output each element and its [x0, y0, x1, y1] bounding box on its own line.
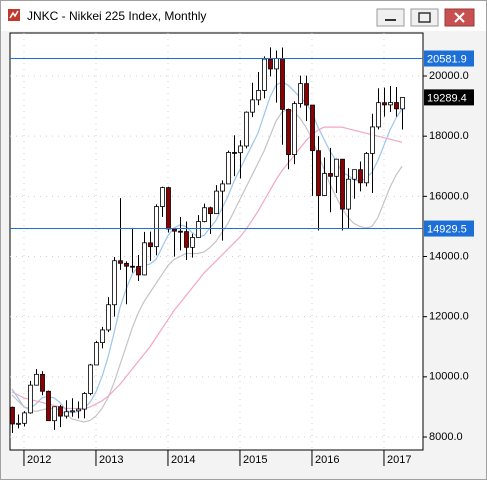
candle-body	[172, 228, 177, 232]
candle-body	[190, 237, 195, 248]
maximize-button[interactable]	[410, 8, 439, 27]
candle-body	[160, 187, 165, 207]
candle-body	[280, 58, 285, 110]
x-tick-label: 2012	[27, 454, 51, 466]
candle-body	[142, 242, 147, 276]
x-tick-label: 2014	[171, 454, 195, 466]
y-tick-label: 8000.0	[429, 431, 463, 443]
candle-body	[166, 187, 171, 230]
y-tick-label: 16000.0	[429, 190, 469, 202]
candle-body	[382, 102, 387, 106]
candle-body	[268, 58, 273, 70]
candle-body	[364, 153, 369, 184]
candle-body	[100, 329, 105, 344]
candle-body	[322, 173, 327, 196]
candle-body	[256, 90, 261, 101]
price-tag	[424, 50, 474, 67]
candle-body	[118, 260, 123, 264]
y-tick-label: 20000.0	[429, 70, 469, 82]
window-buttons[interactable]	[376, 8, 475, 27]
candle-body	[184, 231, 189, 248]
candle-body	[250, 99, 255, 113]
price-tag-label: 14929.5	[427, 223, 467, 235]
candle-body	[328, 173, 333, 177]
candle-body	[76, 408, 81, 412]
candle-body	[34, 373, 39, 386]
candle-body	[94, 342, 99, 366]
last-price-tag	[424, 89, 474, 106]
candle-body	[28, 384, 33, 414]
candle-body	[202, 207, 207, 222]
app-icon-glyph	[9, 10, 19, 19]
x-tick-label: 2013	[99, 454, 123, 466]
candle-body	[388, 102, 393, 106]
candle-body	[16, 422, 21, 425]
plot-layer: 8000.0 10000.0 12000.0 14000.0 16000.0 18000.…	[10, 33, 474, 466]
candle-body	[154, 206, 159, 248]
x-tick-label: 2015	[243, 454, 267, 466]
candle-body	[232, 152, 237, 154]
candle-body	[40, 373, 45, 392]
candle-body	[130, 265, 135, 268]
candle-body	[52, 406, 57, 422]
candle-body	[262, 58, 267, 91]
candle-body	[304, 83, 309, 106]
candle-body	[124, 262, 129, 267]
moving-average-line	[11, 108, 403, 423]
title-bar	[1, 1, 486, 31]
candle-body	[346, 178, 351, 210]
price-tag-label: 20581.9	[427, 53, 467, 65]
x-tick-label: 2016	[315, 454, 339, 466]
x-tick-label: 2017	[387, 454, 411, 466]
candle-body	[220, 183, 225, 192]
y-tick-label: 10000.0	[429, 371, 469, 383]
candle-body	[394, 102, 399, 110]
y-tick-label: 18000.0	[429, 130, 469, 142]
candle-body	[358, 169, 363, 184]
candle-body	[286, 109, 291, 155]
candle-body	[316, 150, 321, 196]
candle-body	[10, 406, 15, 425]
moving-average-line	[11, 126, 403, 410]
candle-body	[238, 145, 243, 154]
candle-body	[178, 230, 183, 233]
price-tag	[424, 220, 474, 237]
maximize-glyph	[418, 12, 431, 23]
candle-body	[298, 83, 303, 105]
candle-body	[58, 406, 63, 417]
candle-body	[376, 102, 381, 128]
candle-body	[196, 221, 201, 238]
candle-body	[64, 411, 69, 417]
candle-body	[82, 393, 87, 410]
y-tick-label: 12000.0	[429, 311, 469, 323]
window-title: JNKC - Nikkei 225 Index, Monthly	[27, 9, 206, 23]
candle-body	[352, 169, 357, 180]
candle-body	[340, 158, 345, 210]
last-price-label: 19289.4	[427, 92, 467, 104]
candle-body	[310, 104, 315, 152]
candle-body	[400, 96, 405, 110]
close-glyph	[454, 12, 465, 23]
candle-body	[106, 304, 111, 331]
candle-body	[370, 126, 375, 154]
candle-body	[274, 58, 279, 70]
candle-body	[136, 266, 141, 276]
candle-body	[334, 158, 339, 177]
candle-body	[148, 242, 153, 248]
candle-body	[46, 390, 51, 422]
candle-body	[292, 103, 297, 155]
y-tick-label: 14000.0	[429, 250, 469, 262]
minimize-button[interactable]	[376, 8, 405, 27]
candle-body	[88, 364, 93, 394]
candle-body	[70, 410, 75, 413]
candle-body	[112, 260, 117, 306]
candle-body	[208, 207, 213, 215]
candle-body	[226, 152, 231, 185]
candle-body	[244, 111, 249, 147]
candle-body	[22, 412, 27, 424]
candle-body	[214, 190, 219, 215]
